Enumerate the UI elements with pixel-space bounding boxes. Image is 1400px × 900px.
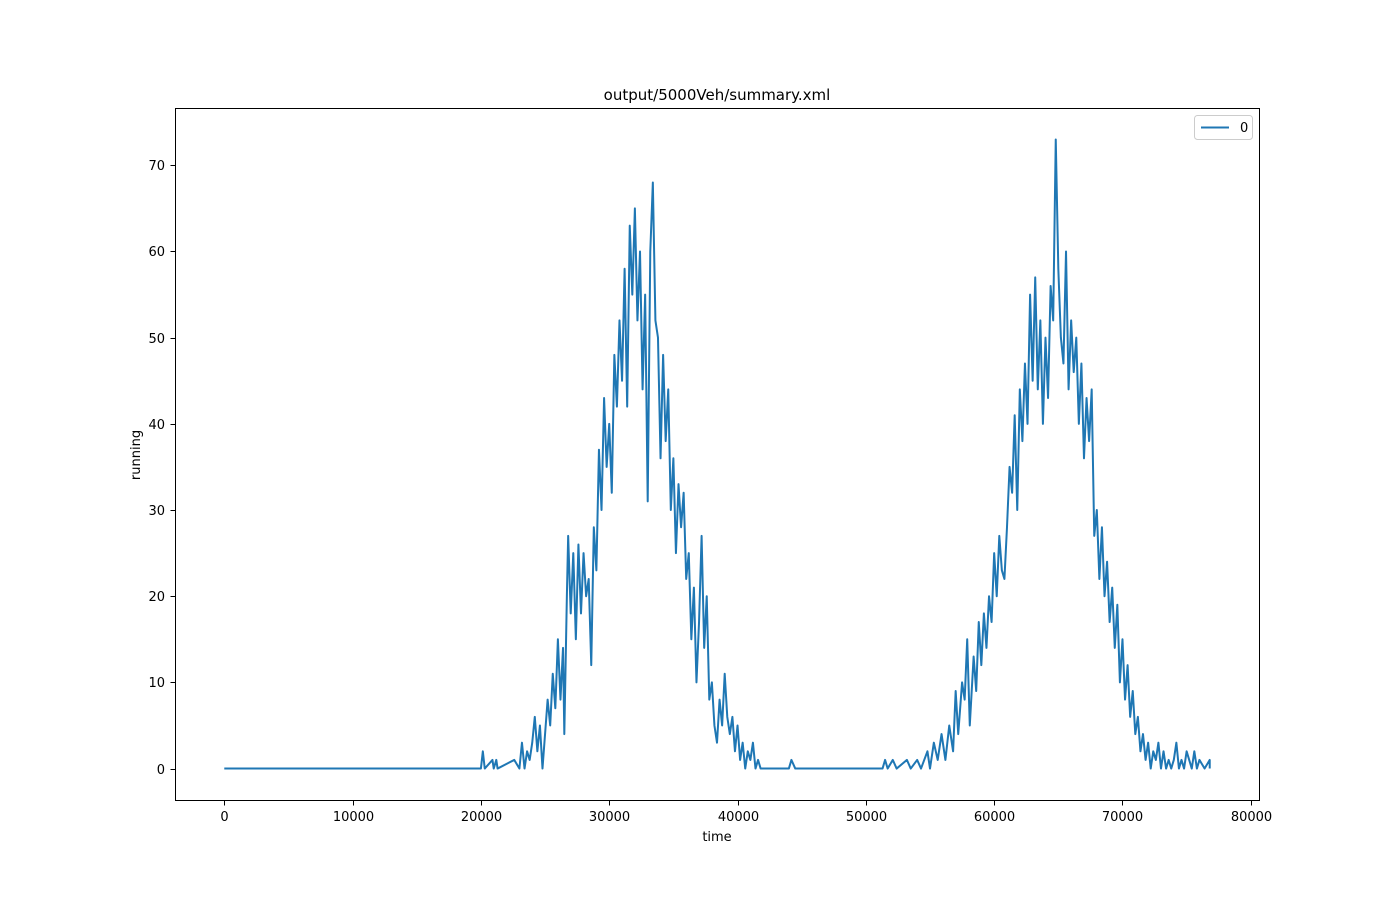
x-tick-label: 40000 bbox=[718, 810, 759, 825]
legend-entry-label: 0 bbox=[1240, 121, 1248, 136]
y-tick-label: 70 bbox=[148, 159, 165, 174]
x-tick-label: 50000 bbox=[846, 810, 887, 825]
plot-area bbox=[175, 108, 1260, 801]
x-tick-label: 80000 bbox=[1231, 810, 1272, 825]
x-tick-label: 70000 bbox=[1102, 810, 1143, 825]
x-axis-ticks: 0 10000 20000 30000 40000 50000 60000 70000 8000… bbox=[220, 800, 1272, 825]
y-tick-label: 10 bbox=[148, 676, 165, 691]
x-tick-label: 60000 bbox=[974, 810, 1015, 825]
legend: 0 bbox=[1194, 115, 1253, 140]
series-line-0 bbox=[224, 138, 1211, 770]
x-axis-label: time bbox=[702, 830, 731, 845]
y-tick-label: 60 bbox=[148, 245, 165, 260]
x-tick-label: 20000 bbox=[461, 810, 502, 825]
y-tick-label: 50 bbox=[148, 332, 165, 347]
series-layer bbox=[224, 138, 1211, 770]
axes-frame bbox=[175, 108, 1260, 801]
x-tick-label: 30000 bbox=[589, 810, 630, 825]
y-axis-ticks: 0 10 20 30 40 50 60 70 bbox=[148, 159, 176, 778]
chart-title: output/5000Veh/summary.xml bbox=[604, 86, 831, 104]
x-tick-label: 0 bbox=[220, 810, 228, 825]
x-tick-label: 10000 bbox=[333, 810, 374, 825]
y-axis-label: running bbox=[129, 430, 144, 480]
y-tick-label: 0 bbox=[157, 763, 165, 778]
y-tick-label: 30 bbox=[148, 504, 165, 519]
y-tick-label: 40 bbox=[148, 418, 165, 433]
y-tick-label: 20 bbox=[148, 590, 165, 605]
